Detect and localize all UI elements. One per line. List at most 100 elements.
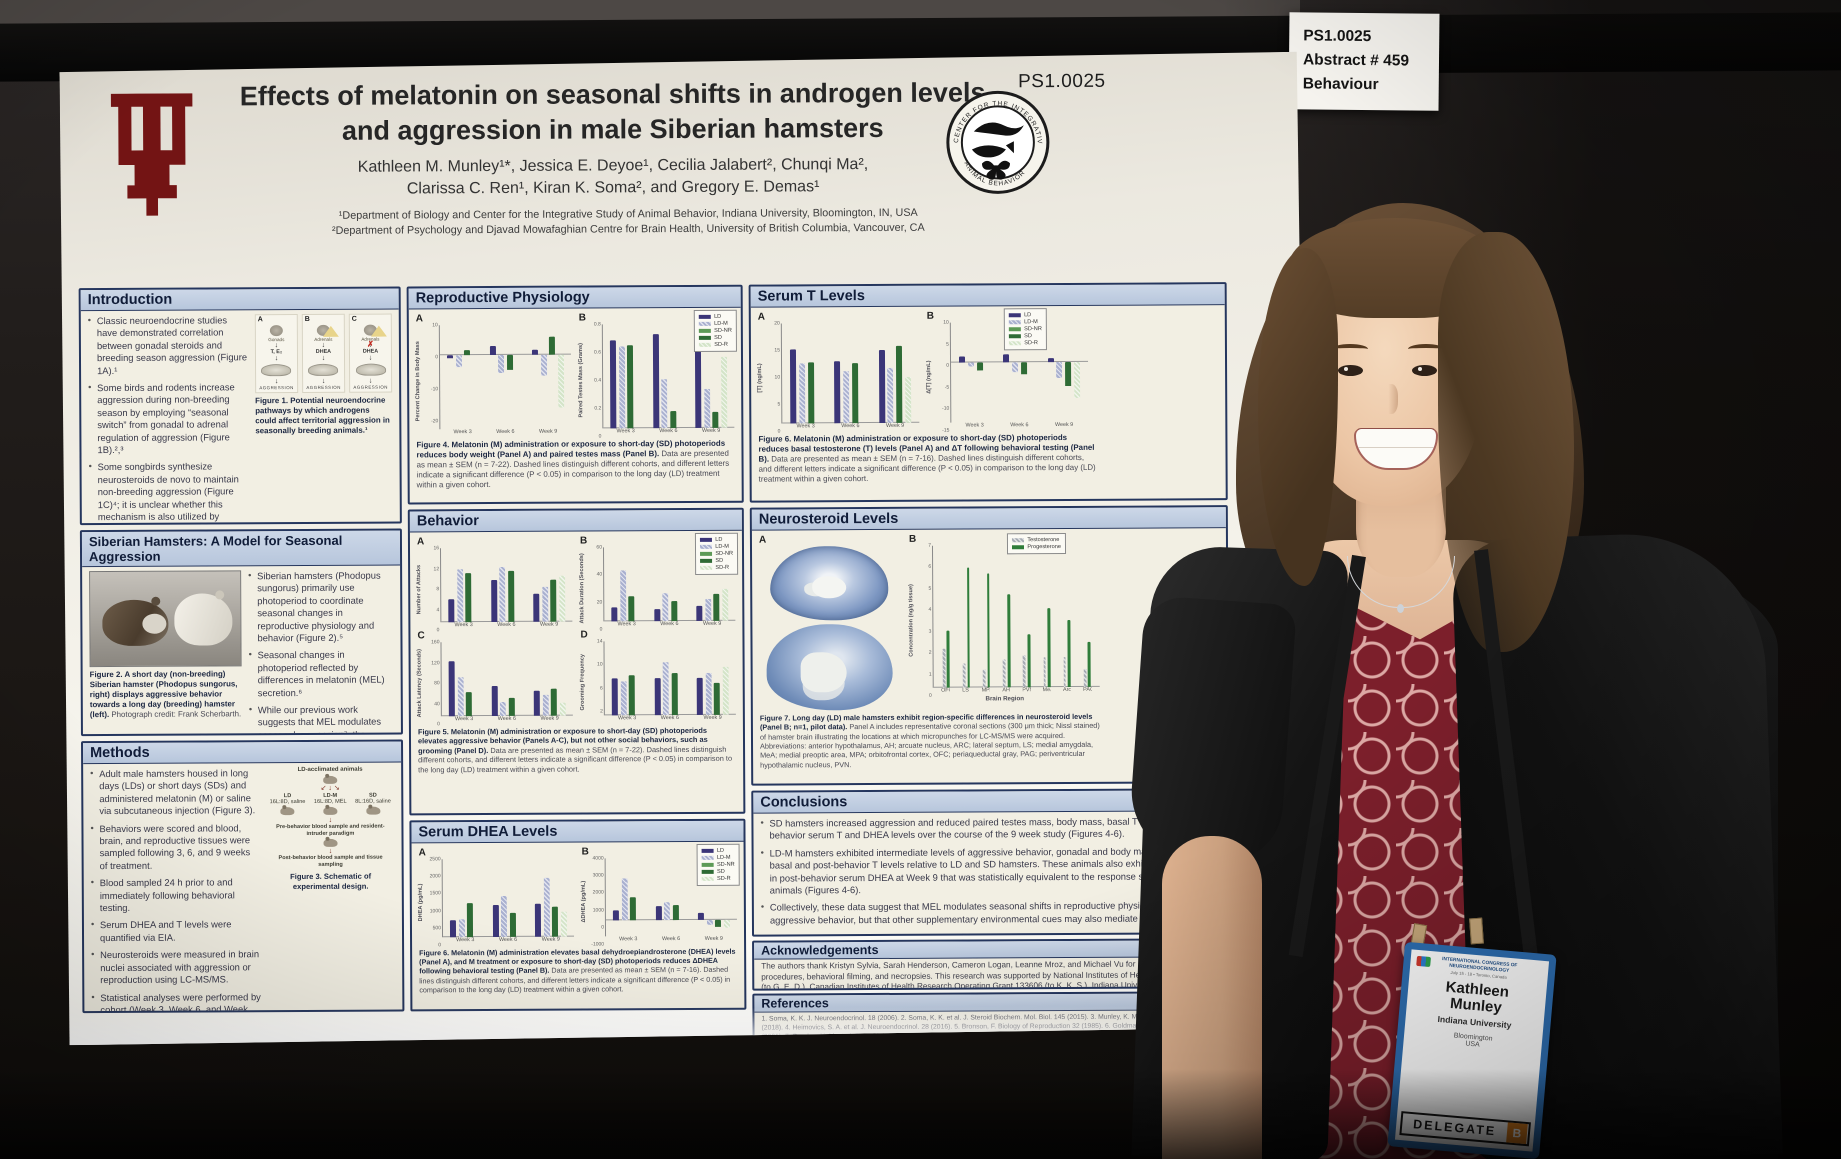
y-axis-label: Paired Testes Mass (Grams) <box>577 343 585 418</box>
brain-icon <box>261 364 291 376</box>
methods-bullet: Serum DHEA and T levels were quantified … <box>91 919 261 945</box>
steroid-legend: Testosterone Progesterone <box>1007 533 1066 554</box>
legend-item: LD-M <box>700 544 733 550</box>
y-axis-label: Grooming Frequency <box>579 654 586 711</box>
bar-LD <box>532 350 538 354</box>
authors-line2: Clarissa C. Ren¹, Kiran K. Soma², and Gr… <box>406 177 820 198</box>
bar-LD <box>1048 358 1054 362</box>
short-day-hamster <box>174 593 232 645</box>
legend-label: SD-R <box>716 875 731 882</box>
bar-SD-R <box>558 354 564 408</box>
methods-bullet: Adult male hamsters housed in long days … <box>90 767 260 818</box>
bar-LD-M <box>458 677 464 716</box>
y-axis-ticks: 10 5 0 -5 -10 -15 <box>937 323 951 431</box>
bar-LD <box>697 606 703 621</box>
poster-title-line2: and aggression in male Siberian hamsters <box>341 113 884 146</box>
legend-item: Progesterone <box>1012 544 1061 550</box>
panel-letter: A <box>757 311 766 323</box>
y-tick-label: 40 <box>596 571 603 578</box>
bar-group <box>612 858 645 936</box>
y-tick-label: 2000 <box>429 873 441 880</box>
y-axis-ticks: 10 0 -10 -20 <box>426 325 440 437</box>
y-tick-label: 0 <box>437 721 440 728</box>
legend-item: SD <box>1009 333 1042 339</box>
figure-6-t-caption-rest: Data are presented as mean ± SEM (n = 7-… <box>758 453 1096 485</box>
methods-bullets: Adult male hamsters housed in long days … <box>90 767 261 1013</box>
hamster-bullet: While our previous work suggests that ME… <box>249 704 394 737</box>
legend-item: LD-M <box>702 855 735 861</box>
y-tick-label: 5 <box>928 585 932 592</box>
methods-title: Methods <box>83 741 401 764</box>
legend-label: SD-NR <box>716 861 735 868</box>
section-siberian-hamsters: Siberian Hamsters: A Model for Seasonal … <box>80 528 403 736</box>
section-references: References 1. Soma, K. K. J. Neuroendocr… <box>752 991 1230 1039</box>
y-axis-ticks: 20 15 10 5 0 <box>768 323 782 431</box>
abstract-sign: PS1.0025 Abstract # 459 Behaviour <box>1288 12 1440 111</box>
figure-6-dhea-panel-a: A DHEA (pg/mL) 2500 2000 1500 1000 500 0 Week 3… <box>419 847 575 946</box>
bar-group <box>652 324 686 428</box>
x-tick-label: Week 3 <box>453 429 472 436</box>
bar-LD-M <box>499 566 505 622</box>
grooming-chart: Grooming Frequency 14 10 6 2 Week 3 Week 6 Week… <box>580 641 735 724</box>
hamster-section-title: Siberian Hamsters: A Model for Seasonal … <box>82 530 400 567</box>
down-arrow-icon: ↓ <box>321 341 326 349</box>
legend-label: LD <box>715 536 723 543</box>
hamster-icon <box>323 775 337 783</box>
bar-LD <box>655 678 661 715</box>
down-arrow-icon: ↓ <box>321 377 326 385</box>
down-arrow-icon: ↓ <box>274 355 279 363</box>
bar-LD <box>491 580 497 622</box>
legend-label: LD-M <box>1024 319 1038 326</box>
y-axis-ticks: 4000 3000 2000 1000 0 -1000 <box>592 858 605 944</box>
bar-LD <box>695 342 701 428</box>
bar-LD-M <box>541 354 547 375</box>
bar-SD <box>551 689 557 716</box>
bar-LD <box>653 335 659 429</box>
bar-LD-M <box>799 363 805 423</box>
bar-group <box>448 548 481 622</box>
y-tick-label: 7 <box>928 542 932 549</box>
sign-session-code: PS1.0025 <box>1303 27 1372 46</box>
brain-region-axis-label: Brain Region <box>985 695 1025 703</box>
testosterone-chart: [T] (ng/mL) 20 15 10 5 0 Week 3 Week 6 Week 9 <box>758 323 920 432</box>
x-tick-label: Week 3 <box>965 422 984 429</box>
poster-authors: Kathleen M. Munley¹*, Jessica E. Deyoe¹,… <box>210 153 1016 200</box>
coronal-brain-section-1 <box>770 546 888 621</box>
down-arrow-icon: ↓ <box>274 342 279 350</box>
legend-swatch <box>702 877 714 881</box>
bar-LD <box>535 904 541 937</box>
legend-swatch <box>702 870 714 874</box>
bar-group <box>446 325 480 429</box>
bar-LD-M <box>456 355 462 367</box>
y-tick-label: 3000 <box>592 872 604 879</box>
fig3-top-label: LD-acclimated animals <box>297 766 363 774</box>
x-tick-label: Week 3 <box>454 622 473 629</box>
y-tick-label: -10 <box>430 386 439 393</box>
bar-SD-R <box>722 589 728 621</box>
bar-group <box>448 642 481 716</box>
figure-3: LD-acclimated animals ↙ ↓ ↘ LD 16L:8D, sa… <box>266 767 396 1014</box>
group-ld-sub: 16L:8D, saline <box>269 799 306 806</box>
bar-Testosterone <box>983 669 986 687</box>
y-tick-label: 12 <box>433 565 440 572</box>
bar-Testosterone <box>1083 669 1086 687</box>
bar-group <box>489 325 523 429</box>
bar-SD-R <box>560 703 566 716</box>
y-tick-label: 120 <box>431 659 440 666</box>
y-tick-label: 0.6 <box>594 349 601 356</box>
x-axis: Week 3 Week 6 Week 9 <box>442 937 574 946</box>
x-axis: Week 3 Week 6 Week 9 <box>441 716 573 725</box>
figure-6-t-panel-a: A [T] (ng/mL) 20 15 10 5 0 Week 3 Week 6 Week 9 <box>758 311 920 432</box>
bar-LD <box>447 355 453 358</box>
y-tick-label: 0 <box>601 924 604 931</box>
neurosteroid-title: Neurosteroid Levels <box>752 507 1226 530</box>
bar-LD-M <box>620 571 626 622</box>
y-axis-ticks: 60 40 20 0 <box>590 547 603 629</box>
bar-LD-M <box>663 662 669 715</box>
bar-group <box>490 642 523 716</box>
bar-LD <box>613 911 619 921</box>
bar-SD <box>508 571 514 622</box>
bar-SD <box>466 692 472 716</box>
legend-label: SD-R <box>714 341 728 348</box>
bar-group <box>696 641 729 715</box>
